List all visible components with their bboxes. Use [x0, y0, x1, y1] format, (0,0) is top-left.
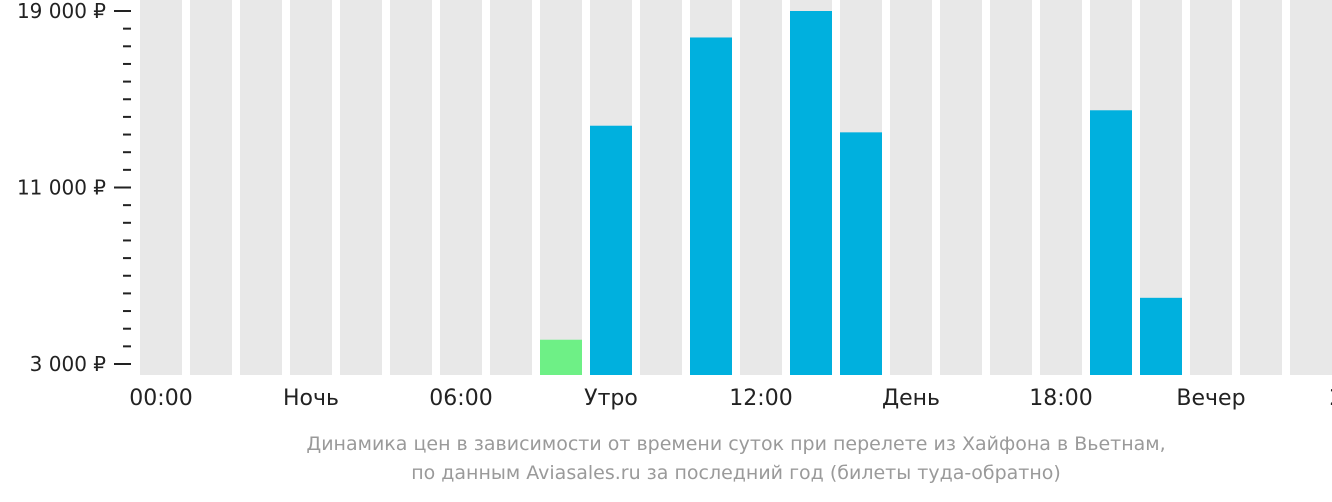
- y-tick-label-0: 19 000 ₽: [17, 0, 106, 23]
- bar-20: [1140, 297, 1182, 375]
- x-label-7: Вечер: [1176, 386, 1245, 411]
- background-slot-18: [1040, 0, 1082, 375]
- background-slot-12: [740, 0, 782, 375]
- x-label-1: Ночь: [283, 386, 339, 411]
- bar-9: [590, 125, 632, 375]
- x-label-8: 24:00: [1329, 386, 1332, 411]
- bar-14: [840, 132, 882, 375]
- x-label-5: День: [882, 386, 940, 411]
- y-tick-label-2: 3 000 ₽: [30, 352, 107, 376]
- background-slot-1: [190, 0, 232, 375]
- y-tick-label-1: 11 000 ₽: [17, 176, 106, 200]
- background-slot-15: [890, 0, 932, 375]
- background-slot-6: [440, 0, 482, 375]
- background-slot-17: [990, 0, 1032, 375]
- bar-chart-svg: 19 000 ₽ 11 000 ₽ 3 000 ₽ 00:00 Ночь 06:00 Утр…: [17, 0, 1332, 411]
- bar-8: [540, 339, 582, 375]
- x-label-3: Утро: [584, 386, 638, 411]
- background-slot-21: [1190, 0, 1232, 375]
- bar-19: [1090, 110, 1132, 375]
- x-label-0: 00:00: [129, 386, 192, 411]
- background-slot-8: [540, 0, 582, 375]
- caption-line-2: по данным Aviasales.ru за последний год …: [411, 462, 1061, 484]
- caption-line-1: Динамика цен в зависимости от времени су…: [306, 433, 1166, 455]
- background-slot-0: [140, 0, 182, 375]
- x-label-2: 06:00: [429, 386, 492, 411]
- background-slot-7: [490, 0, 532, 375]
- x-label-4: 12:00: [729, 386, 792, 411]
- background-slot-10: [640, 0, 682, 375]
- background-slot-23: [1290, 0, 1332, 375]
- background-slot-5: [390, 0, 432, 375]
- background-slot-4: [340, 0, 382, 375]
- bar-13: [790, 11, 832, 375]
- background-slot-3: [290, 0, 332, 375]
- background-slot-22: [1240, 0, 1282, 375]
- bar-11: [690, 37, 732, 375]
- background-slot-16: [940, 0, 982, 375]
- x-label-6: 18:00: [1029, 386, 1092, 411]
- background-slot-2: [240, 0, 282, 375]
